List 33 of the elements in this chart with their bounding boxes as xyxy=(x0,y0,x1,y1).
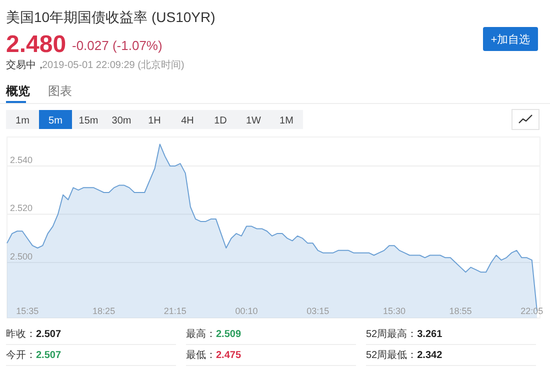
text: 概览 xyxy=(5,84,30,98)
text: 2.509 xyxy=(216,329,242,340)
text: 4H xyxy=(181,116,194,126)
x-tick-label: 15:35 xyxy=(16,306,39,316)
y-tick-label: 2.540 xyxy=(10,154,33,165)
text: 1M xyxy=(280,116,294,126)
y-tick-label: 2.520 xyxy=(10,203,33,214)
text: +加自选 xyxy=(490,33,530,46)
y-tick-label: 2.500 xyxy=(10,251,33,262)
x-tick-label: 22:05 xyxy=(520,306,544,316)
text: 图表 xyxy=(48,84,72,98)
text: 2.507 xyxy=(36,329,62,340)
text: 1D xyxy=(214,116,227,126)
text: -0.027 (-1.07%) xyxy=(72,38,162,53)
text: 30m xyxy=(112,116,132,126)
text: 3.261 xyxy=(417,329,443,340)
text: 2.475 xyxy=(216,350,242,361)
text: 1H xyxy=(148,116,161,126)
x-tick-label: 15:30 xyxy=(383,306,406,316)
text: 2.507 xyxy=(36,350,62,361)
x-tick-label: 03:15 xyxy=(306,306,330,316)
text: 15m xyxy=(78,116,98,126)
x-tick-label: 00:10 xyxy=(235,306,258,316)
x-tick-label: 18:55 xyxy=(449,306,472,316)
x-tick-label: 21:15 xyxy=(164,306,186,316)
x-tick-label: 18:25 xyxy=(92,306,116,316)
text: 1m xyxy=(16,116,30,126)
text: 2019-05-01 22:09:29 (北京时间) xyxy=(42,59,184,71)
text: 2.480 xyxy=(6,31,66,58)
text: 2.342 xyxy=(417,350,443,361)
text: 1W xyxy=(246,116,262,126)
text: 美国10年期国债收益率 (US10YR) xyxy=(6,9,216,25)
text: 5m xyxy=(48,116,62,126)
